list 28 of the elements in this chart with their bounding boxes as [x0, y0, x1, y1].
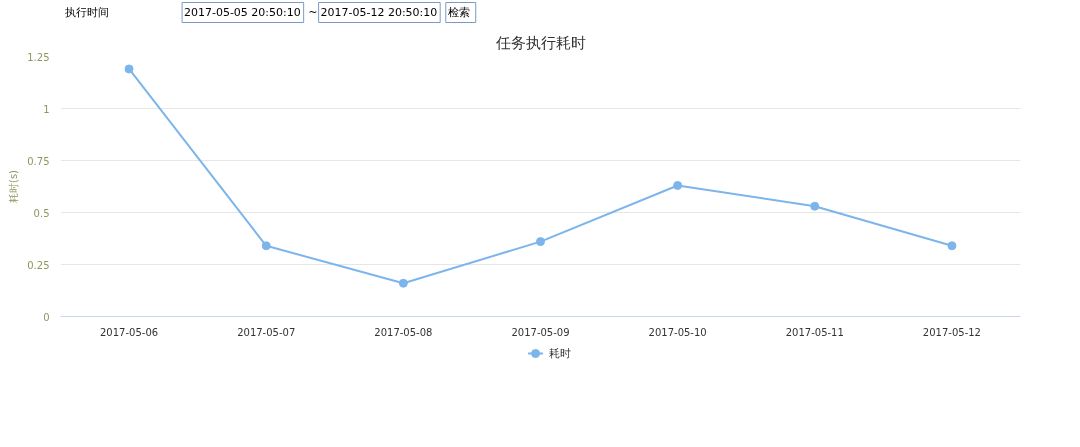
legend-label: 耗时: [548, 347, 571, 360]
y-tick-label: 0.75: [27, 155, 50, 167]
text: 检索: [447, 6, 470, 19]
x-tick-label: 2017-05-10: [648, 326, 707, 338]
point: [536, 237, 545, 247]
y-tick-label: 1.25: [27, 51, 50, 63]
y-tick-label: 1: [43, 103, 50, 115]
text: ~: [308, 6, 318, 19]
text: 2017-05-05 20:50:10: [183, 6, 301, 19]
y-tick-label: 0: [43, 311, 50, 323]
point: [947, 241, 957, 251]
chart-title: 任务执行耗时: [494, 33, 586, 52]
x-tick-label: 2017-05-08: [374, 326, 433, 338]
text: 执行时间: [65, 6, 110, 19]
y-tick-label: 0.5: [33, 207, 50, 219]
point: [673, 180, 683, 190]
point: [810, 201, 820, 211]
y-tick-label: 0.25: [27, 259, 50, 271]
x-tick-label: 2017-05-09: [511, 326, 570, 338]
point: [124, 64, 134, 74]
point: [261, 241, 271, 251]
text: 2017-05-12 20:50:10: [320, 6, 438, 19]
x-tick-label: 2017-05-11: [785, 326, 844, 338]
x-tick-label: 2017-05-07: [237, 326, 296, 338]
y-axis-title: 耗时(s): [8, 169, 20, 204]
x-tick-label: 2017-05-06: [100, 326, 159, 338]
x-tick-label: 2017-05-12: [922, 326, 981, 338]
point: [398, 278, 408, 288]
